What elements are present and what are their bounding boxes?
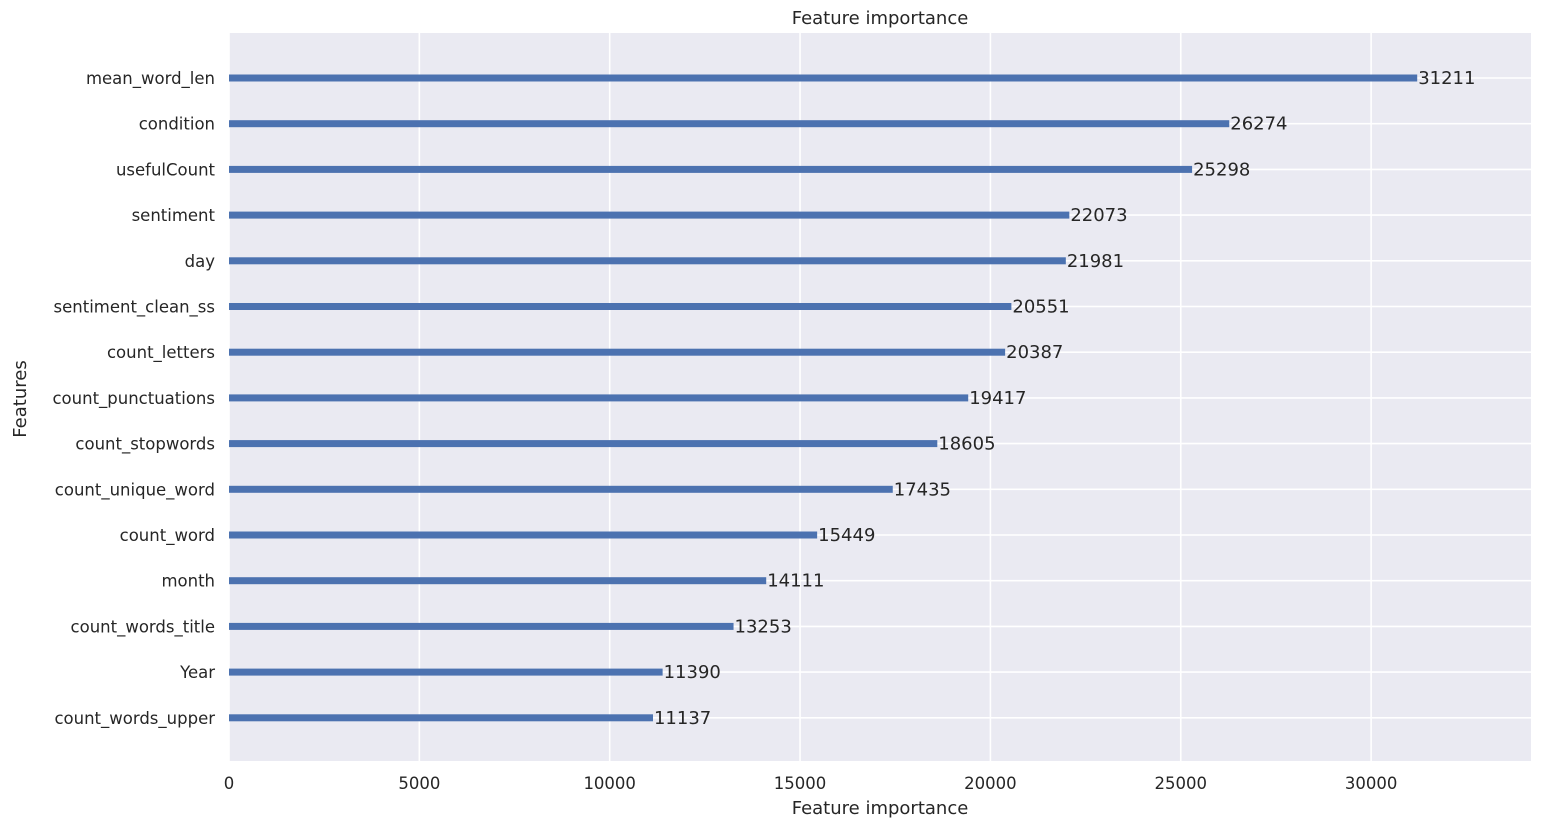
category-label: count_punctuations bbox=[52, 389, 215, 409]
value-labels: 31211 26274 25298 22073 21981 20551 20387 19417… bbox=[654, 68, 1475, 729]
bar-count_words_upper bbox=[229, 714, 653, 722]
chart-title: Feature importance bbox=[792, 8, 969, 29]
category-label: sentiment_clean_ss bbox=[54, 298, 215, 318]
bar-mean_word_len bbox=[229, 74, 1418, 82]
bar-count_punctuations bbox=[229, 394, 969, 402]
bar-sentiment bbox=[229, 211, 1070, 219]
category-label: condition bbox=[139, 115, 215, 134]
value-label: 31211 bbox=[1418, 68, 1475, 89]
value-label: 15449 bbox=[818, 525, 875, 546]
category-label: usefulCount bbox=[116, 160, 216, 179]
x-axis-label: Feature importance bbox=[792, 798, 969, 819]
value-label: 11137 bbox=[654, 708, 711, 729]
x-tick-label: 20000 bbox=[964, 774, 1017, 793]
category-label: day bbox=[185, 252, 216, 271]
bar-count_stopwords bbox=[229, 440, 938, 448]
bar-count_words_title bbox=[229, 622, 734, 630]
x-tick-label: 5000 bbox=[398, 774, 440, 793]
category-label: count_word bbox=[120, 526, 215, 546]
category-label: count_unique_word bbox=[55, 480, 215, 500]
y-axis-label: Features bbox=[10, 360, 31, 437]
value-label: 26274 bbox=[1230, 114, 1287, 135]
x-tick-label: 30000 bbox=[1345, 774, 1398, 793]
category-label: month bbox=[161, 572, 215, 591]
bar-Year bbox=[229, 668, 663, 676]
bar-sentiment_clean_ss bbox=[229, 303, 1012, 310]
x-tick-label: 25000 bbox=[1155, 774, 1208, 793]
category-labels: mean_word_len condition usefulCount sentime… bbox=[52, 69, 215, 729]
value-label: 20551 bbox=[1012, 297, 1069, 318]
bar-usefulCount bbox=[229, 165, 1193, 173]
bar-count_unique_word bbox=[229, 485, 893, 493]
category-label: count_words_title bbox=[71, 617, 215, 637]
category-label: count_words_upper bbox=[54, 709, 215, 729]
category-label: Year bbox=[179, 663, 215, 682]
category-label: count_letters bbox=[107, 343, 215, 363]
value-label: 14111 bbox=[767, 571, 824, 592]
value-label: 11390 bbox=[664, 662, 721, 683]
category-label: count_stopwords bbox=[75, 435, 215, 455]
x-tick-label: 15000 bbox=[774, 774, 827, 793]
value-label: 13253 bbox=[735, 616, 792, 637]
value-label: 22073 bbox=[1070, 205, 1127, 226]
value-label: 18605 bbox=[938, 434, 995, 455]
value-label: 20387 bbox=[1006, 342, 1063, 363]
bar-count_letters bbox=[229, 348, 1006, 356]
x-tick-label: 0 bbox=[224, 774, 235, 793]
bars bbox=[229, 74, 1418, 722]
value-label: 25298 bbox=[1193, 159, 1250, 180]
bar-condition bbox=[229, 120, 1230, 128]
value-label: 19417 bbox=[969, 388, 1026, 409]
value-label: 17435 bbox=[894, 479, 951, 500]
x-tick-labels: 0 5000 10000 15000 20000 25000 30000 bbox=[224, 774, 1398, 793]
value-label: 21981 bbox=[1067, 251, 1124, 272]
category-label: mean_word_len bbox=[86, 69, 215, 89]
bar-day bbox=[229, 257, 1066, 265]
x-tick-label: 10000 bbox=[583, 774, 636, 793]
bar-month bbox=[229, 577, 767, 585]
bar-count_word bbox=[229, 531, 818, 539]
category-label: sentiment bbox=[132, 206, 216, 225]
